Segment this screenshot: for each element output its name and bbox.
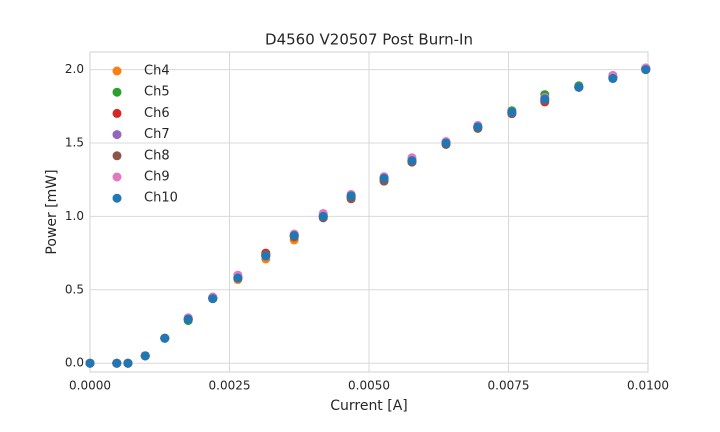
point bbox=[289, 230, 299, 240]
x-tick-label: 0.0000 bbox=[69, 379, 111, 393]
x-tick-label: 0.0075 bbox=[488, 379, 530, 393]
point bbox=[507, 107, 517, 117]
legend-marker bbox=[112, 108, 122, 118]
legend-marker bbox=[112, 172, 122, 182]
point bbox=[112, 358, 122, 368]
x-tick-label: 0.0050 bbox=[348, 379, 390, 393]
point bbox=[641, 65, 651, 75]
plot-frame bbox=[89, 51, 649, 373]
x-tick-label: 0.0100 bbox=[627, 379, 669, 393]
legend-marker bbox=[112, 66, 122, 76]
point bbox=[208, 294, 218, 304]
point bbox=[233, 273, 243, 283]
point bbox=[85, 358, 95, 368]
point bbox=[441, 138, 451, 148]
y-tick-label: 2.0 bbox=[65, 62, 84, 76]
y-tick-label: 1.0 bbox=[65, 209, 84, 223]
point bbox=[160, 333, 170, 343]
y-tick-label: 1.5 bbox=[65, 136, 84, 150]
point bbox=[608, 73, 618, 83]
point bbox=[123, 358, 133, 368]
legend-marker bbox=[112, 193, 122, 203]
point bbox=[261, 251, 271, 261]
legend-marker bbox=[112, 130, 122, 140]
chart-title: D4560 V20507 Post Burn-In bbox=[265, 31, 473, 49]
y-axis-label: Power [mW] bbox=[44, 169, 60, 254]
legend-label: Ch5 bbox=[144, 85, 170, 100]
point bbox=[473, 122, 483, 132]
legend-label: Ch8 bbox=[144, 148, 170, 163]
legend-label: Ch6 bbox=[144, 106, 170, 121]
legend-marker bbox=[112, 151, 122, 161]
legend-label: Ch9 bbox=[144, 170, 170, 185]
x-axis-label: Current [A] bbox=[330, 398, 408, 414]
legend-marker bbox=[112, 87, 122, 97]
point bbox=[574, 82, 584, 92]
y-tick-label: 0.0 bbox=[65, 356, 84, 370]
point bbox=[318, 211, 328, 221]
point bbox=[346, 191, 356, 201]
point bbox=[540, 94, 550, 104]
legend-label: Ch7 bbox=[144, 127, 170, 142]
x-tick-label: 0.0025 bbox=[209, 379, 251, 393]
point bbox=[379, 173, 389, 183]
legend-label: Ch4 bbox=[144, 64, 170, 79]
y-tick-label: 0.5 bbox=[65, 282, 84, 296]
point bbox=[407, 156, 417, 166]
point bbox=[140, 351, 150, 361]
point bbox=[183, 314, 193, 324]
legend-label: Ch10 bbox=[144, 191, 178, 206]
